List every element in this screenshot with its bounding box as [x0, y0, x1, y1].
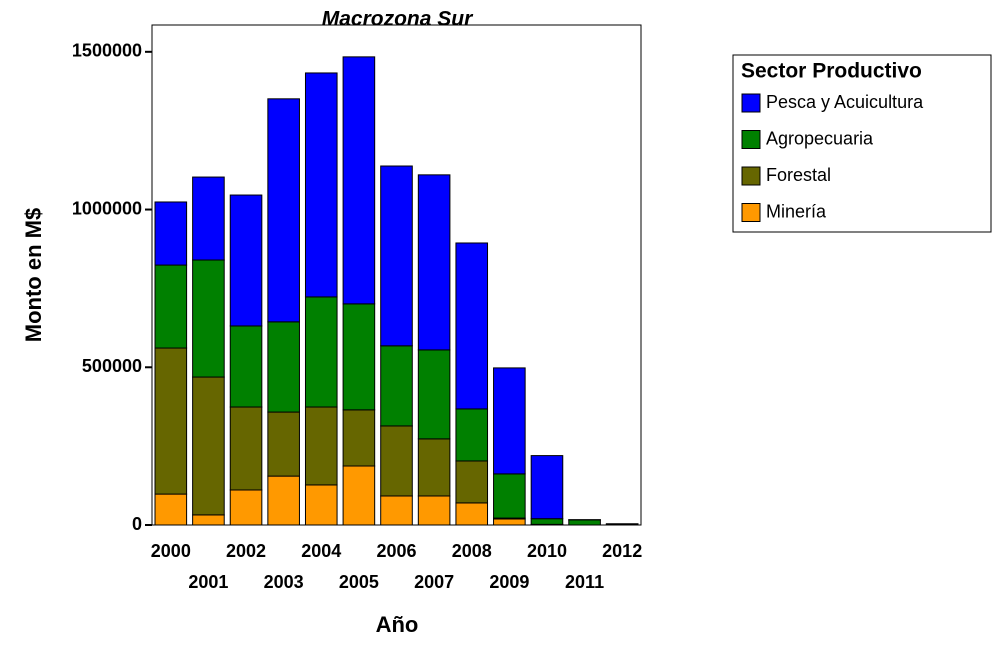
bar-segment: [418, 175, 450, 350]
x-tick-label: 2005: [339, 572, 379, 592]
bar-segment: [343, 410, 375, 466]
bar-segment: [155, 202, 187, 265]
y-tick-label: 0: [132, 514, 142, 534]
x-tick-label: 2001: [188, 572, 228, 592]
bar-segment: [155, 265, 187, 348]
bar-segment: [456, 461, 488, 503]
legend-label: Agropecuaria: [766, 128, 874, 148]
bar-segment: [193, 260, 225, 377]
bar-segment: [305, 407, 337, 485]
bar-segment: [418, 350, 450, 439]
bar-segment: [569, 520, 601, 525]
legend-title: Sector Productivo: [741, 60, 922, 83]
bar-segment: [494, 519, 526, 525]
x-tick-label: 2006: [376, 541, 416, 561]
bar-segment: [456, 243, 488, 409]
x-tick-label: 2004: [301, 541, 341, 561]
bar-segment: [343, 304, 375, 410]
legend-label: Minería: [766, 201, 827, 221]
legend-swatch: [742, 204, 760, 222]
x-tick-label: 2010: [527, 541, 567, 561]
bar-segment: [230, 490, 262, 525]
x-axis-label: Año: [376, 612, 419, 637]
x-tick-label: 2008: [452, 541, 492, 561]
bar-segment: [418, 496, 450, 525]
bar-segment: [230, 407, 262, 490]
bar-segment: [381, 496, 413, 525]
x-tick-label: 2011: [565, 572, 604, 592]
bar-segment: [494, 474, 526, 518]
x-tick-label: 2009: [489, 572, 529, 592]
bar-segment: [268, 476, 300, 525]
bar-segment: [381, 346, 413, 426]
bar-segment: [268, 322, 300, 412]
bar-segment: [343, 466, 375, 525]
y-axis-label: Monto en M$: [21, 208, 46, 342]
y-tick-label: 1500000: [72, 41, 142, 61]
x-tick-label: 2007: [414, 572, 454, 592]
bar-segment: [230, 195, 262, 326]
bar-segment: [268, 99, 300, 322]
x-tick-label: 2002: [226, 541, 266, 561]
bar-segment: [531, 456, 563, 519]
legend-label: Forestal: [766, 165, 831, 185]
bar-segment: [193, 377, 225, 515]
y-tick-label: 500000: [82, 356, 142, 376]
bar-segment: [155, 494, 187, 525]
bar-segment: [305, 73, 337, 297]
bar-segment: [268, 412, 300, 476]
legend-swatch: [742, 131, 760, 149]
bar-segment: [155, 348, 187, 494]
chart-title: Macrozona Sur: [322, 8, 474, 31]
bar-segment: [456, 503, 488, 525]
x-tick-label: 2012: [602, 541, 642, 561]
bar-segment: [456, 409, 488, 461]
bar-segment: [193, 515, 225, 525]
x-tick-label: 2000: [151, 541, 191, 561]
legend-swatch: [742, 167, 760, 185]
bar-segment: [418, 439, 450, 496]
bar-segment: [381, 166, 413, 346]
x-tick-label: 2003: [264, 572, 304, 592]
bar-segment: [343, 57, 375, 304]
bar-segment: [230, 326, 262, 407]
bar-segment: [305, 485, 337, 525]
bar-segment: [531, 519, 563, 525]
bar-segment: [494, 368, 526, 474]
y-tick-label: 1000000: [72, 198, 142, 218]
legend-swatch: [742, 94, 760, 112]
bar-segment: [381, 426, 413, 496]
legend-label: Pesca y Acuicultura: [766, 92, 924, 112]
bar-segment: [193, 177, 225, 260]
bar-segment: [305, 297, 337, 407]
